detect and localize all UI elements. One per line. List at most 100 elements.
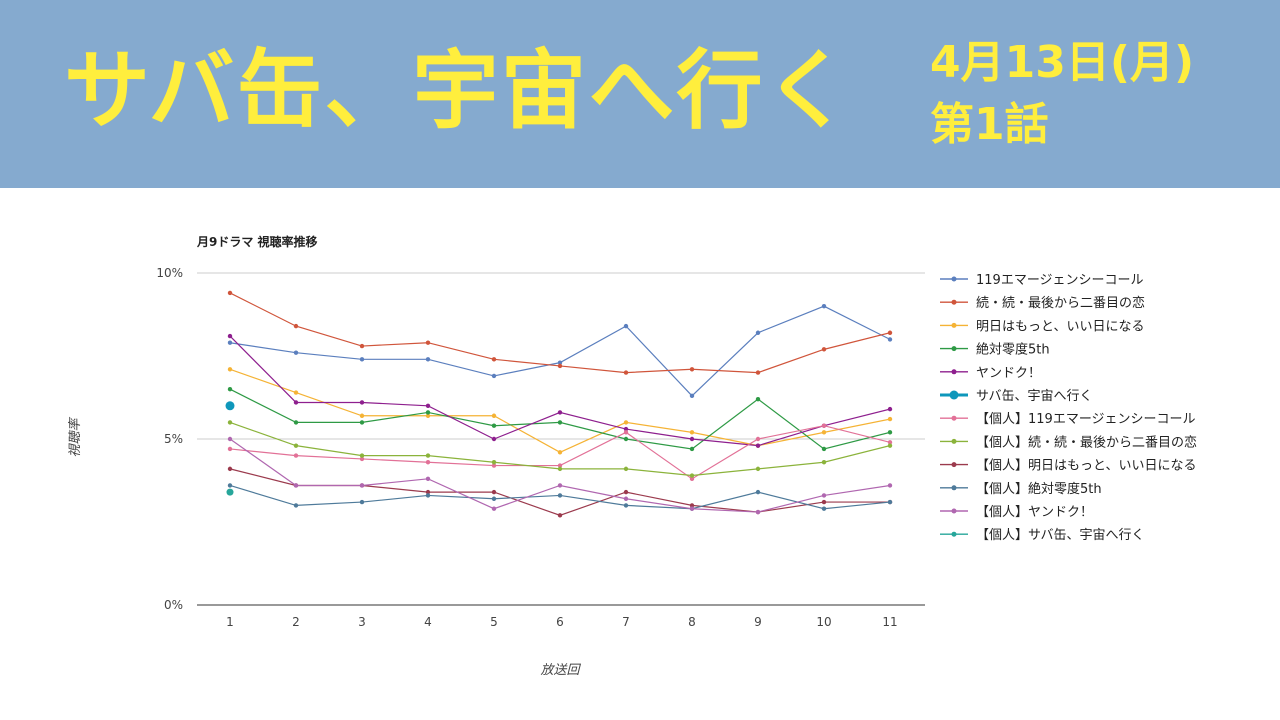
- legend-label: 絶対零度5th: [976, 342, 1050, 358]
- legend-label: サバ缶、宇宙へ行く: [976, 389, 1092, 404]
- data-point: [887, 337, 893, 342]
- series-6: [225, 401, 235, 411]
- y-tick-label: 0%: [164, 598, 183, 612]
- series-8: [227, 420, 893, 478]
- series-4: [227, 387, 893, 452]
- legend-item: 【個人】絶対零度5th: [940, 481, 1102, 497]
- data-point: [425, 453, 431, 458]
- legend-item: 119エマージェンシーコール: [940, 273, 1144, 288]
- legend-swatch-marker: [951, 485, 957, 491]
- data-point: [689, 430, 695, 435]
- data-point: [293, 323, 299, 329]
- data-point: [359, 499, 365, 505]
- chart-title: 月9ドラマ 視聴率推移: [196, 234, 318, 249]
- legend-item: 続・続・最後から二番目の恋: [940, 295, 1145, 311]
- data-point: [623, 420, 629, 425]
- data-point: [887, 483, 893, 488]
- data-point: [689, 436, 695, 442]
- data-point: [887, 443, 893, 448]
- legend-swatch-marker: [951, 438, 957, 444]
- data-point: [821, 506, 827, 511]
- data-point: [227, 290, 233, 296]
- data-point: [359, 453, 365, 458]
- data-point: [557, 410, 563, 415]
- data-point: [293, 443, 299, 448]
- series-12: [226, 488, 234, 496]
- data-point: [491, 460, 497, 465]
- legend: 119エマージェンシーコール続・続・最後から二番目の恋明日はもっと、いい日になる…: [940, 273, 1197, 543]
- data-point: [821, 423, 827, 428]
- header-banner: サバ缶、宇宙へ行く 4月13日(月) 第1話: [0, 0, 1280, 188]
- x-tick-label: 1: [226, 615, 234, 629]
- legend-label: 【個人】119エマージェンシーコール: [976, 412, 1196, 427]
- data-point: [293, 483, 299, 488]
- data-point: [755, 443, 761, 448]
- data-point: [557, 363, 563, 369]
- legend-label: 【個人】絶対零度5th: [976, 481, 1102, 497]
- legend-swatch-marker: [951, 531, 957, 537]
- data-point: [425, 413, 431, 418]
- series-line: [229, 305, 891, 397]
- data-point: [623, 503, 629, 508]
- series-5: [227, 333, 893, 448]
- data-point: [755, 509, 761, 515]
- x-tick-label: 3: [358, 615, 366, 629]
- legend-label: 【個人】ヤンドク！: [976, 505, 1093, 520]
- data-point: [491, 496, 497, 501]
- data-point: [227, 446, 233, 452]
- y-axis-title: 視聴率: [67, 417, 83, 458]
- data-point: [689, 393, 695, 399]
- data-point: [623, 370, 629, 375]
- data-point: [293, 420, 299, 425]
- data-point: [623, 323, 629, 329]
- x-tick-label: 8: [688, 615, 696, 629]
- data-point: [821, 430, 827, 435]
- series-10: [227, 483, 893, 511]
- x-tick-label: 4: [424, 615, 432, 629]
- data-point: [359, 483, 365, 488]
- data-point: [226, 488, 234, 496]
- ratings-line-chart: 月9ドラマ 視聴率推移 0% 5% 10% 1 2 3 4 5 6 7 8 9 10 11 視聴率 放送…: [67, 234, 1197, 678]
- legend-item: ヤンドク！: [940, 366, 1041, 381]
- data-point: [821, 460, 827, 465]
- data-point: [821, 304, 827, 309]
- legend-swatch-marker: [951, 508, 957, 514]
- series-9: [227, 466, 893, 518]
- data-point: [755, 489, 761, 495]
- legend-label: 119エマージェンシーコール: [976, 273, 1144, 288]
- episode-number: 第1話: [930, 99, 1049, 150]
- y-axis-ticks: 0% 5% 10%: [156, 266, 183, 612]
- data-point: [293, 503, 299, 508]
- data-point: [491, 373, 497, 379]
- data-point: [227, 466, 233, 472]
- legend-item: 絶対零度5th: [940, 342, 1050, 358]
- data-point: [227, 436, 233, 442]
- legend-swatch-marker: [951, 299, 957, 305]
- y-tick-label: 10%: [156, 266, 183, 280]
- data-point: [557, 463, 563, 468]
- legend-item: 明日はもっと、いい日になる: [940, 319, 1144, 334]
- legend-swatch-marker: [949, 390, 959, 400]
- data-point: [755, 466, 761, 472]
- data-point: [425, 489, 431, 495]
- series-line: [229, 388, 891, 450]
- data-point: [491, 436, 497, 442]
- series-line: [229, 468, 890, 516]
- data-point: [689, 503, 695, 508]
- series-1: [227, 304, 893, 399]
- data-point: [557, 450, 563, 455]
- data-point: [821, 499, 827, 505]
- data-point: [359, 420, 365, 425]
- data-point: [227, 333, 233, 339]
- broadcast-date: 4月13日(月): [930, 37, 1195, 88]
- gridlines: [197, 272, 925, 606]
- data-point: [425, 403, 431, 408]
- data-point: [887, 430, 893, 435]
- legend-label: ヤンドク！: [976, 366, 1041, 381]
- data-point: [293, 350, 299, 355]
- data-point: [623, 430, 629, 435]
- data-point: [755, 436, 761, 442]
- data-point: [557, 493, 563, 498]
- legend-item: サバ缶、宇宙へ行く: [940, 389, 1092, 404]
- data-point: [755, 330, 761, 335]
